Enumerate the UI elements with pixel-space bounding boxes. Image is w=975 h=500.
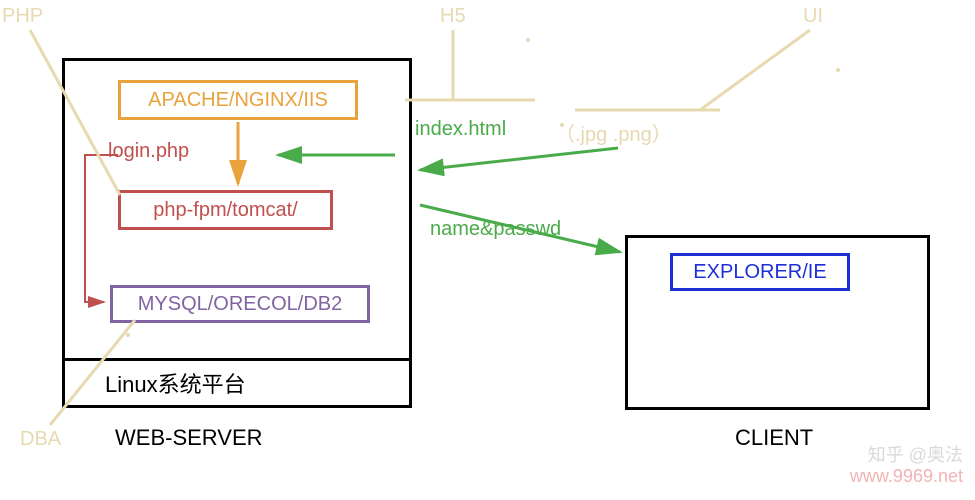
anno-line-ui [700,30,810,110]
apache-text: APACHE/NGINX/IIS [148,89,328,112]
php-label: PHP [2,5,43,28]
linux-label: Linux系统平台 [105,367,246,399]
phpfpm-box: php-fpm/tomcat/ [118,190,333,230]
webserver-label: WEB-SERVER [115,425,263,451]
ui-label: UI [803,5,823,28]
index-label: index.html [415,118,506,141]
dba-label: DBA [20,428,61,451]
phpfpm-text: php-fpm/tomcat/ [153,199,298,222]
apache-box: APACHE/NGINX/IIS [118,80,358,120]
watermark: 知乎 @奥法 www.9969.net [850,445,963,488]
mysql-text: MYSQL/ORECOL/DB2 [138,293,343,316]
login-label: login.php [108,140,189,163]
browser-text: EXPLORER/IE [693,261,826,284]
mysql-box: MYSQL/ORECOL/DB2 [110,285,370,323]
arrow-client-to-server [420,148,618,170]
browser-box: EXPLORER/IE [670,253,850,291]
h5-label: H5 [440,5,466,28]
client-label: CLIENT [735,425,813,451]
namepw-label: name&passwd [430,218,561,241]
imgext-label: （.jpg .png） [555,118,672,147]
linux-footer-box: Linux系统平台 [62,358,412,408]
